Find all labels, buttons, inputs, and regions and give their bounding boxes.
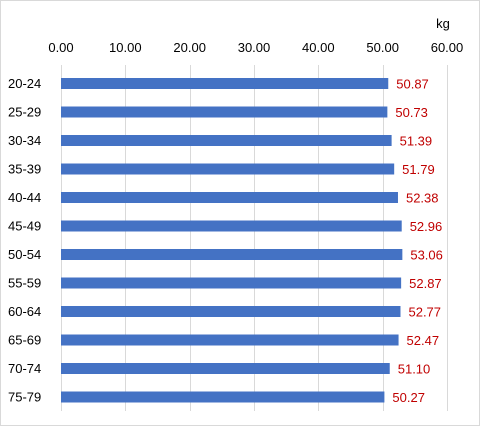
x-tick-label: 10.00 <box>109 40 142 55</box>
category-label: 40-44 <box>8 190 41 205</box>
x-tick-label: 30.00 <box>238 40 271 55</box>
category-label: 50-54 <box>8 247 41 262</box>
bar <box>61 277 402 289</box>
category-label: 45-49 <box>8 219 41 234</box>
data-label: 51.39 <box>400 134 433 149</box>
data-label: 52.47 <box>407 333 440 348</box>
category-label: 30-34 <box>8 133 41 148</box>
data-label: 52.38 <box>406 191 439 206</box>
bar <box>61 363 390 374</box>
bar <box>61 135 392 146</box>
unit-label: kg <box>436 16 450 31</box>
bar <box>61 334 399 346</box>
category-label: 25-29 <box>8 105 41 120</box>
bar <box>61 220 402 232</box>
data-label: 50.27 <box>392 390 425 405</box>
data-label: 51.79 <box>402 162 435 177</box>
bar <box>61 163 395 175</box>
data-label: 50.87 <box>396 77 429 92</box>
bar <box>61 192 398 203</box>
data-label: 52.87 <box>409 276 442 291</box>
data-label: 52.96 <box>410 219 443 234</box>
category-label: 55-59 <box>8 276 41 291</box>
bar <box>61 78 389 89</box>
data-label: 52.77 <box>408 305 441 320</box>
bar <box>61 249 403 260</box>
category-label: 60-64 <box>8 304 41 319</box>
bar <box>61 391 385 403</box>
x-tick-label: 50.00 <box>366 40 399 55</box>
x-tick-label: 40.00 <box>302 40 335 55</box>
category-label: 20-24 <box>8 76 41 91</box>
x-tick-label: 0.00 <box>48 40 73 55</box>
data-label: 51.10 <box>398 362 431 377</box>
bar <box>61 106 388 118</box>
category-label: 35-39 <box>8 162 41 177</box>
x-axis-ticks: 0.00 10.00 20.00 30.00 40.00 50.00 60.00 <box>48 40 463 55</box>
x-tick-label: 20.00 <box>173 40 206 55</box>
data-labels: 50.87 50.73 51.39 51.79 52.38 52.96 53.06 52.87… <box>392 77 442 406</box>
category-labels: 20-24 25-29 30-34 35-39 40-44 45-49 50-54 55-59… <box>8 76 41 405</box>
category-label: 65-69 <box>8 333 41 348</box>
gridlines <box>61 65 448 411</box>
x-tick-label: 60.00 <box>431 40 464 55</box>
bar <box>61 306 401 317</box>
category-label: 70-74 <box>8 361 41 376</box>
data-label: 50.73 <box>395 105 428 120</box>
category-label: 75-79 <box>8 390 41 405</box>
bars <box>61 78 403 403</box>
data-label: 53.06 <box>410 248 443 263</box>
